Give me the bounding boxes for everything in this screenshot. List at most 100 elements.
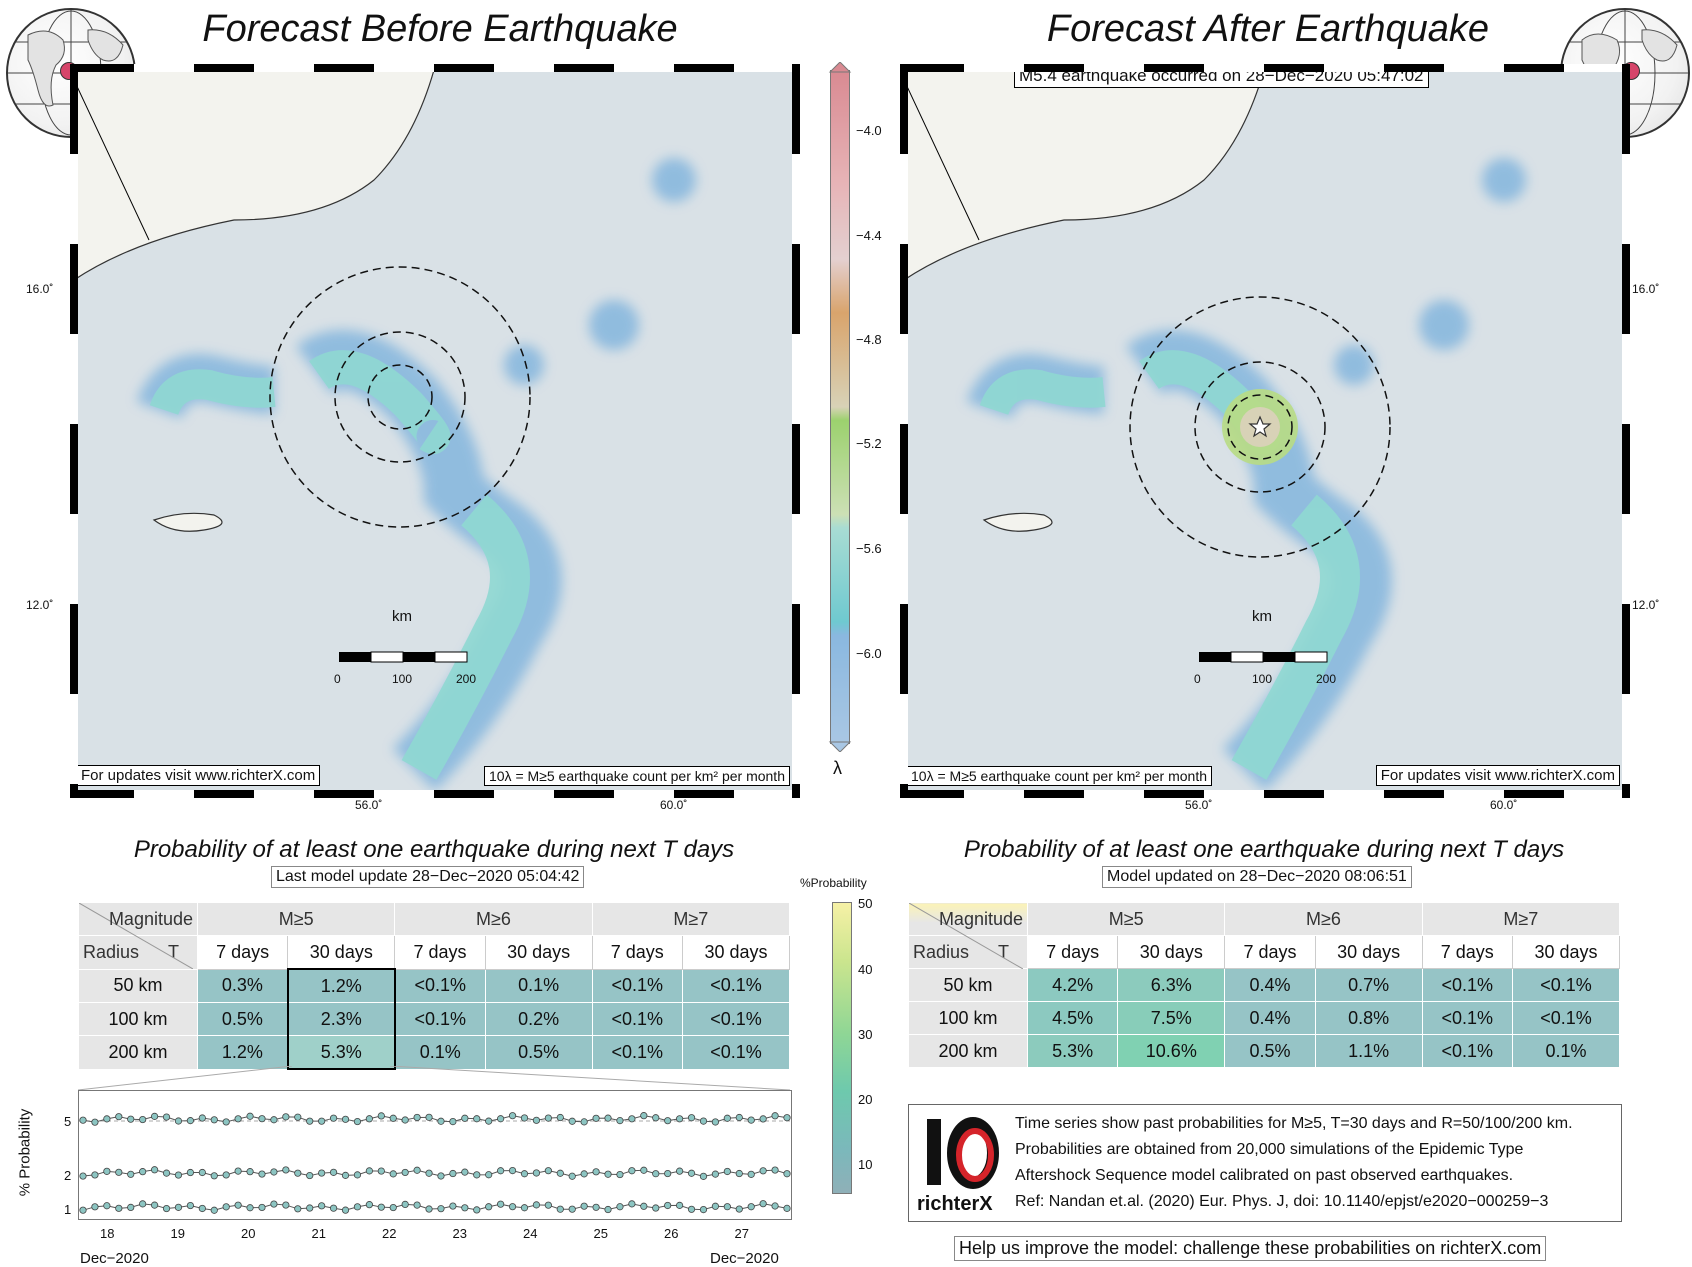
ts-point <box>353 1203 362 1211</box>
feedback-link[interactable]: Help us improve the model: challenge the… <box>954 1236 1547 1261</box>
ts-point <box>508 1112 517 1120</box>
lambda-tick-0: −4.0 <box>856 123 882 138</box>
ts-point <box>389 1114 397 1122</box>
period-header: 7 days <box>196 935 289 970</box>
prob-cell: 0.2% <box>484 1002 593 1036</box>
prob-cell-selected[interactable]: 1.2% <box>286 968 396 1003</box>
ts-point <box>449 1117 457 1126</box>
ts-point <box>162 1113 171 1121</box>
ts-point <box>377 1167 385 1175</box>
ts-point <box>258 1170 266 1178</box>
prob-cell: 0.3% <box>196 968 289 1003</box>
ts-point <box>282 1166 290 1174</box>
ts-point <box>341 1115 350 1123</box>
ts-point <box>91 1203 99 1211</box>
updates-url-note: For updates visit www.richterX.com <box>76 765 321 786</box>
prob-cell-selected[interactable]: 5.3% <box>286 1035 396 1070</box>
right-map-frame-left <box>900 64 908 798</box>
ts-point <box>198 1204 206 1213</box>
ts-point <box>664 1201 672 1210</box>
ts-xtick: 20 <box>241 1226 256 1241</box>
right-map-frame-top <box>904 64 1624 72</box>
ts-point <box>222 1171 230 1179</box>
ts-point <box>580 1118 588 1126</box>
ts-point <box>270 1168 278 1176</box>
ts-point <box>377 1203 385 1211</box>
ts-point <box>687 1114 696 1122</box>
ts-point <box>461 1204 469 1212</box>
right-forecast-map[interactable]: M5.4 earthquake occurred on 28−Dec−2020 … <box>904 70 1624 790</box>
mag-header: M≥5 <box>1026 902 1226 936</box>
prob-colorbar <box>832 902 852 1194</box>
radius-cell: 100 km <box>78 1002 198 1036</box>
ts-point <box>520 1170 529 1178</box>
ts-point <box>568 1205 576 1213</box>
table-row: 100 km 4.5% 7.5% 0.4% 0.8% <0.1% <0.1% <box>908 1001 1621 1035</box>
ts-point <box>294 1205 302 1213</box>
ts-point <box>79 1172 87 1180</box>
period-header: 7 days <box>1421 935 1513 969</box>
ts-point <box>532 1201 541 1209</box>
left-table-subtitle: Probability of at least one earthquake d… <box>133 836 735 863</box>
ts-point <box>604 1114 612 1122</box>
ts-point <box>508 1166 517 1175</box>
mag-header: M≥5 <box>196 902 396 936</box>
ts-point <box>127 1203 135 1212</box>
ts-point <box>329 1114 338 1122</box>
prob-cell: <0.1% <box>394 968 486 1003</box>
left-map-frame-top <box>74 64 794 72</box>
ts-point <box>747 1116 755 1124</box>
ts-point <box>79 1206 87 1214</box>
left-lat-tick-16: 16.0˚ <box>26 282 54 296</box>
left-forecast-map[interactable]: km 0 100 200 For updates visit www.richt… <box>74 70 794 790</box>
left-title: Forecast Before Earthquake <box>202 8 678 50</box>
ts-point <box>699 1205 708 1214</box>
right-map-frame-bottom <box>904 790 1624 798</box>
ts-point <box>115 1204 123 1212</box>
ts-point <box>258 1115 266 1123</box>
prob-tick: 30 <box>858 1027 873 1042</box>
ts-point <box>711 1118 720 1126</box>
ts-point <box>306 1117 314 1125</box>
period-header: 7 days <box>591 935 683 970</box>
ts-point <box>461 1168 469 1176</box>
prob-cell: <0.1% <box>681 968 791 1003</box>
ts-point <box>473 1206 481 1214</box>
ts-end-label: Dec−2020 <box>710 1250 779 1267</box>
radius-label: Radius <box>913 941 970 962</box>
prob-cell: <0.1% <box>681 1002 791 1036</box>
prob-cell: 6.3% <box>1117 968 1226 1002</box>
ts-point <box>198 1114 206 1122</box>
prob-cell: 0.8% <box>1314 1001 1423 1035</box>
ts-point <box>664 1117 672 1125</box>
period-header: 7 days <box>1026 935 1119 969</box>
ts-point <box>783 1204 791 1212</box>
table-row: 50 km 0.3% 1.2% <0.1% 0.1% <0.1% <0.1% <box>78 968 791 1003</box>
prob-colorbar-label: %Probability <box>800 876 867 890</box>
prob-cell: 0.5% <box>1224 1034 1316 1068</box>
ts-point <box>604 1170 612 1178</box>
scale-tick-200: 200 <box>456 672 477 686</box>
mag-header: M≥7 <box>591 902 791 936</box>
ts-point <box>735 1113 743 1122</box>
ts-point <box>735 1169 743 1178</box>
ts-point <box>306 1204 314 1212</box>
prob-cell-selected[interactable]: 2.3% <box>286 1002 396 1036</box>
lambda-tick-2: −4.8 <box>856 332 882 347</box>
ts-point <box>604 1205 612 1214</box>
prob-cell: 0.4% <box>1224 1001 1316 1035</box>
timeseries-plot[interactable] <box>78 1090 792 1220</box>
ts-point <box>174 1171 183 1179</box>
left-map-frame-right <box>792 64 800 798</box>
timeseries-svg <box>79 1112 791 1214</box>
ts-point <box>449 1169 457 1178</box>
radius-cell: 50 km <box>908 968 1028 1002</box>
ts-point <box>413 1201 421 1209</box>
magnitude-label: Magnitude <box>108 908 193 929</box>
ts-point <box>723 1114 731 1122</box>
ts-point <box>437 1172 445 1180</box>
ts-start-label: Dec−2020 <box>80 1250 149 1267</box>
ts-point <box>413 1166 421 1174</box>
timeseries-ylabel: % Probability <box>16 1108 34 1197</box>
ts-point <box>580 1170 588 1178</box>
